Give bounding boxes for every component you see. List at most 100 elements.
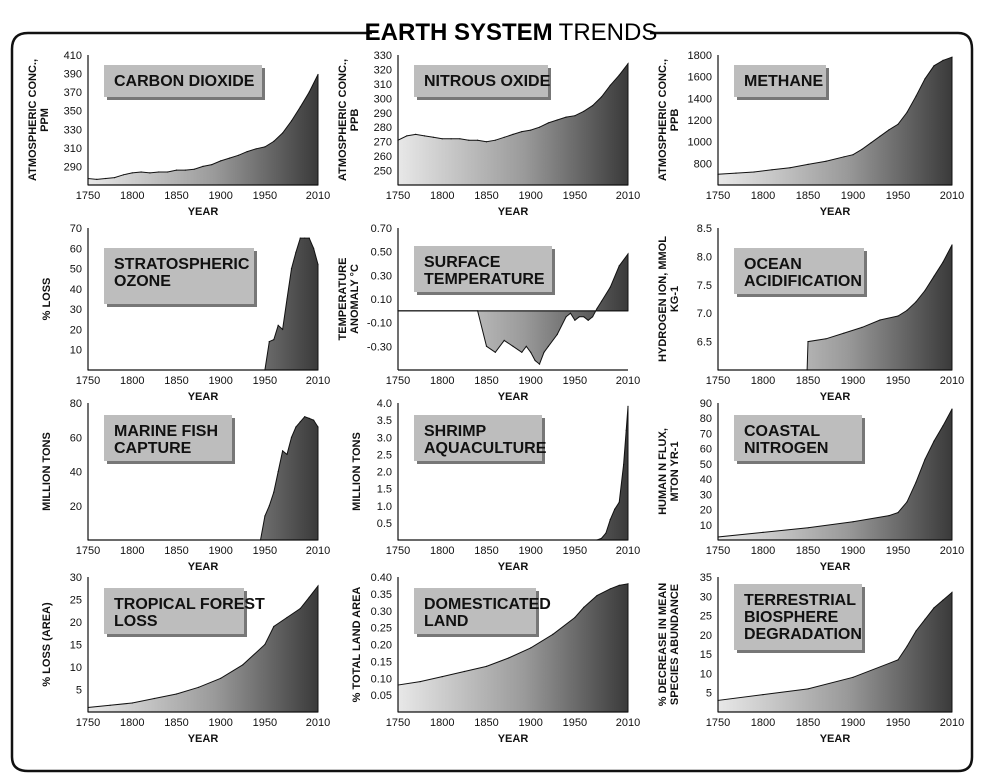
x-axis-label: YEAR — [188, 733, 219, 745]
data-point-n2o — [556, 119, 558, 121]
y-axis-label: % LOSS — [41, 278, 53, 321]
x-axis-label: YEAR — [498, 206, 529, 218]
data-point-ozone — [317, 263, 319, 266]
data-point-nitrogen — [942, 425, 944, 427]
x-tick-label: 1950 — [886, 375, 910, 387]
x-tick-label: 1850 — [164, 717, 188, 729]
data-point-acid — [861, 326, 863, 328]
data-point-temp — [609, 286, 611, 288]
chart-title-box — [734, 248, 864, 294]
data-point-ch4 — [735, 172, 737, 174]
y-tick-label: 410 — [64, 50, 82, 62]
x-tick-label: 2010 — [940, 375, 964, 387]
x-tick-label: 1800 — [430, 717, 454, 729]
frame-border — [10, 31, 974, 773]
y-tick-label: 250 — [374, 166, 392, 178]
chart-title-box — [104, 248, 254, 304]
x-tick-label: 1950 — [253, 375, 277, 387]
data-point-ozone — [290, 268, 293, 270]
x-tick-label: 1900 — [841, 375, 865, 387]
x-tick-label: 1850 — [474, 545, 498, 557]
data-point-temp — [583, 316, 585, 318]
data-point-ch4 — [924, 78, 926, 80]
chart-title-box — [104, 415, 232, 461]
x-axis-label: YEAR — [820, 733, 851, 745]
data-point-nitrogen — [906, 501, 908, 503]
data-point-n2o — [432, 136, 434, 138]
chart-title-box — [734, 415, 862, 461]
x-tick-label: 1800 — [751, 375, 775, 387]
data-point-fish — [282, 450, 284, 452]
data-point-land — [441, 676, 443, 678]
x-tick-label: 1750 — [76, 717, 100, 729]
data-point-land — [618, 584, 620, 587]
chart-title-box — [104, 65, 262, 97]
chart-title: OCEAN ACIDIFICATION — [744, 256, 862, 290]
y-tick-label: 5 — [76, 685, 82, 697]
y-tick-label: 20 — [70, 617, 82, 629]
x-tick-label: 1800 — [751, 545, 775, 557]
data-point-land — [463, 670, 465, 673]
y-tick-label: 25 — [70, 595, 82, 607]
x-tick-label: 1800 — [430, 375, 454, 387]
y-tick-label: 330 — [374, 50, 392, 62]
data-point-biosphere — [942, 599, 944, 601]
y-tick-label: 0.70 — [371, 223, 392, 235]
data-point-n2o — [494, 139, 496, 141]
x-axis-label: YEAR — [820, 391, 851, 403]
x-tick-label: 1750 — [386, 545, 410, 557]
x-tick-label: 1950 — [253, 717, 277, 729]
x-tick-label: 1750 — [706, 190, 730, 202]
x-tick-label: 1800 — [430, 545, 454, 557]
data-point-shrimp — [605, 532, 607, 534]
x-axis-label: YEAR — [188, 206, 219, 218]
x-axis-label: YEAR — [820, 206, 851, 218]
data-point-ch4 — [879, 135, 881, 137]
data-point-ch4 — [906, 111, 908, 113]
y-tick-label: 1000 — [688, 137, 712, 149]
data-point-fish — [290, 436, 293, 438]
y-tick-label: 10 — [70, 345, 82, 357]
data-point-ozone — [295, 251, 297, 253]
page-title: EARTH SYSTEM TRENDS — [365, 19, 658, 46]
x-tick-label: 1900 — [518, 545, 542, 557]
chart-title-box — [414, 246, 552, 292]
x-tick-label: 2010 — [306, 190, 330, 202]
x-axis-label: YEAR — [820, 561, 851, 573]
y-tick-label: 1600 — [688, 72, 712, 84]
data-point-n2o — [538, 126, 541, 128]
x-tick-label: 1950 — [563, 545, 587, 557]
data-point-land — [419, 681, 421, 683]
y-tick-label: 0.35 — [371, 589, 392, 601]
chart-title: METHANE — [744, 73, 823, 90]
data-point-n2o — [600, 96, 603, 98]
data-point-temp — [574, 319, 576, 321]
x-tick-label: 1800 — [120, 190, 144, 202]
title-light: TRENDS — [559, 19, 658, 46]
y-tick-label: -0.10 — [367, 318, 392, 330]
data-point-n2o — [503, 136, 505, 138]
data-point-shrimp — [614, 508, 616, 510]
chart-title: TROPICAL FOREST LOSS — [114, 596, 265, 630]
data-point-biosphere — [807, 688, 809, 690]
y-tick-label: 70 — [70, 223, 82, 235]
data-point-nitrogen — [924, 458, 926, 460]
data-point-co2 — [131, 172, 133, 174]
y-tick-label: 1800 — [688, 50, 712, 62]
data-point-land — [574, 616, 576, 619]
data-point-ch4 — [825, 160, 827, 162]
y-tick-label: 8.5 — [697, 223, 712, 235]
y-tick-label: 350 — [64, 106, 82, 118]
data-point-co2 — [246, 151, 248, 153]
data-point-co2 — [140, 171, 142, 173]
y-tick-label: 330 — [64, 124, 82, 136]
data-point-forest — [198, 686, 200, 688]
y-tick-label: 0.10 — [371, 294, 392, 306]
data-point-temp — [578, 316, 580, 318]
data-point-fish — [264, 515, 266, 517]
data-point-n2o — [423, 135, 426, 137]
y-tick-label: 290 — [374, 108, 392, 120]
